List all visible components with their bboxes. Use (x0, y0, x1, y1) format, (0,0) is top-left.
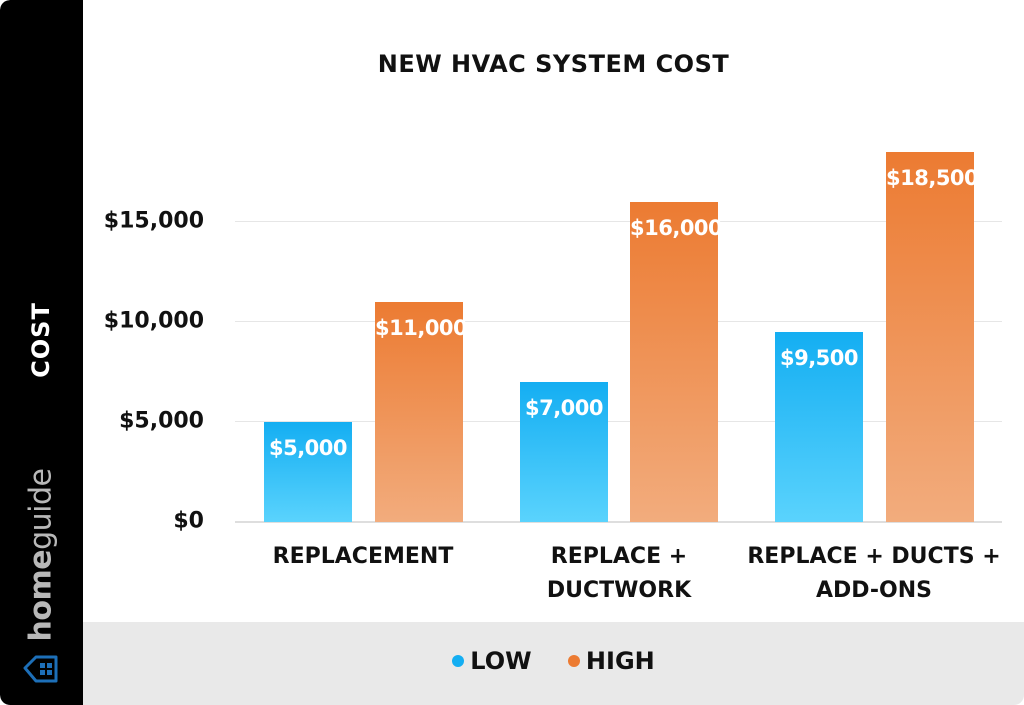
bar-high-addons: $18,500 (886, 152, 979, 522)
y-tick-label: $0 (173, 508, 204, 534)
house-icon (23, 655, 58, 683)
gridline (235, 321, 1002, 322)
y-tick-label: $15,000 (103, 208, 204, 234)
legend-item-high: HIGH (567, 647, 655, 675)
brand-logo-text: homeguide (24, 469, 59, 642)
bar-value-label: $5,000 (268, 436, 348, 460)
bar-low-ductwork: $7,000 (520, 382, 608, 522)
legend-dot-high-icon (567, 655, 580, 667)
gridline (235, 221, 1002, 222)
chart-title: NEW HVAC SYSTEM COST (377, 50, 730, 78)
sidebar: COST homeguide (0, 0, 83, 705)
y-tick-label: $5,000 (119, 408, 204, 434)
x-category-label: REPLACEMENT (272, 544, 454, 569)
legend-area (83, 622, 1024, 705)
brand-home: home (23, 549, 59, 642)
bar-high-ductwork: $16,000 (630, 202, 723, 522)
legend-dot-low-icon (452, 655, 465, 667)
bar-value-label: $7,000 (524, 396, 604, 420)
bar-high-replacement: $11,000 (375, 302, 468, 522)
bar-low-addons: $9,500 (775, 332, 863, 522)
x-axis-baseline (235, 521, 1002, 523)
x-category-label: REPLACE + DUCTS + ADD-ONS (747, 544, 1001, 603)
bar-value-label: $16,000 (630, 216, 723, 240)
bar-value-label: $9,500 (779, 346, 859, 370)
brand-guide: guide (23, 468, 59, 550)
legend: LOW HIGH (83, 645, 1024, 675)
y-tick-label: $10,000 (103, 308, 204, 334)
x-category-label: REPLACE + DUCTWORK (546, 544, 692, 603)
bar-low-replacement: $5,000 (264, 422, 352, 522)
gridline (235, 421, 1002, 422)
y-axis-label: COST (27, 302, 55, 378)
bar-value-label: $11,000 (375, 316, 468, 340)
bar-value-label: $18,500 (886, 166, 979, 190)
legend-item-low: LOW (452, 647, 532, 675)
